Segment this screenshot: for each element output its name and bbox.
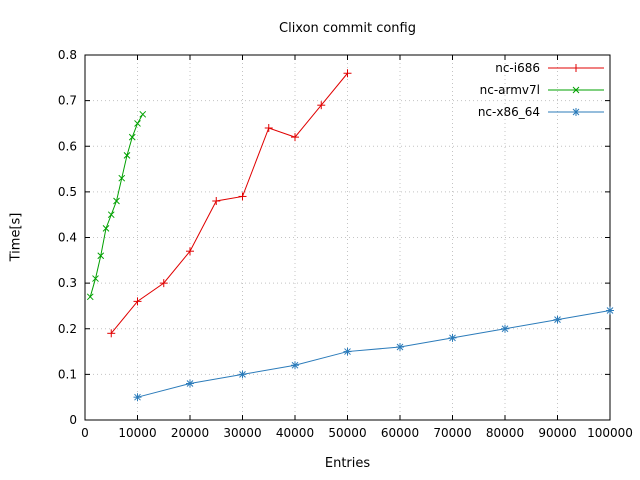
chart-title: Clixon commit config xyxy=(279,21,416,36)
x-tick-label: 40000 xyxy=(276,426,314,440)
cross-marker xyxy=(572,86,580,94)
cross-marker xyxy=(92,275,99,282)
asterisk-marker xyxy=(344,348,351,355)
cross-marker xyxy=(128,133,136,141)
cross-marker xyxy=(139,110,147,118)
x-axis-label: Entries xyxy=(324,456,371,471)
y-tick-label: 0.7 xyxy=(58,94,77,108)
y-tick-label: 0.8 xyxy=(58,48,77,62)
cross-marker xyxy=(97,252,105,260)
y-tick-label: 0.4 xyxy=(58,231,77,245)
cross-marker xyxy=(86,293,94,301)
x-tick-label: 10000 xyxy=(118,426,156,440)
y-tick-label: 0.2 xyxy=(58,322,77,336)
asterisk-marker xyxy=(396,343,404,351)
x-tick-label: 0 xyxy=(81,426,89,440)
legend-label-nc-x86_64: nc-x86_64 xyxy=(478,105,540,119)
asterisk-marker xyxy=(501,325,509,333)
asterisk-marker xyxy=(449,334,456,342)
y-tick-label: 0.1 xyxy=(58,367,77,381)
asterisk-marker xyxy=(572,108,580,116)
series-line-nc-i686 xyxy=(110,72,348,334)
x-tick-label: 60000 xyxy=(381,426,419,440)
legend-label-nc-armv7l: nc-armv7l xyxy=(480,83,540,97)
x-tick-label: 20000 xyxy=(171,426,209,440)
legend-label-nc-i686: nc-i686 xyxy=(495,61,540,75)
cross-marker xyxy=(123,152,131,159)
cross-marker xyxy=(134,120,141,127)
x-tick-label: 80000 xyxy=(486,426,524,440)
asterisk-marker xyxy=(186,380,194,387)
y-tick-label: 0.3 xyxy=(58,276,77,290)
series-line-nc-x86_64 xyxy=(137,310,611,398)
asterisk-marker xyxy=(606,307,614,314)
x-tick-label: 50000 xyxy=(328,426,366,440)
x-tick-label: 100000 xyxy=(587,426,633,440)
asterisk-marker xyxy=(239,371,246,378)
cross-marker xyxy=(118,174,126,182)
cross-marker xyxy=(113,197,120,205)
y-tick-label: 0.5 xyxy=(58,185,77,199)
x-tick-label: 30000 xyxy=(223,426,261,440)
y-tick-label: 0.6 xyxy=(58,139,77,153)
asterisk-marker xyxy=(134,393,141,401)
x-tick-label: 90000 xyxy=(538,426,576,440)
cross-marker xyxy=(102,225,110,232)
asterisk-marker xyxy=(554,316,561,323)
cross-marker xyxy=(107,211,115,219)
y-tick-label: 0 xyxy=(69,413,77,427)
asterisk-marker xyxy=(291,361,299,369)
series-line-nc-armv7l xyxy=(89,114,144,297)
x-tick-label: 70000 xyxy=(433,426,471,440)
